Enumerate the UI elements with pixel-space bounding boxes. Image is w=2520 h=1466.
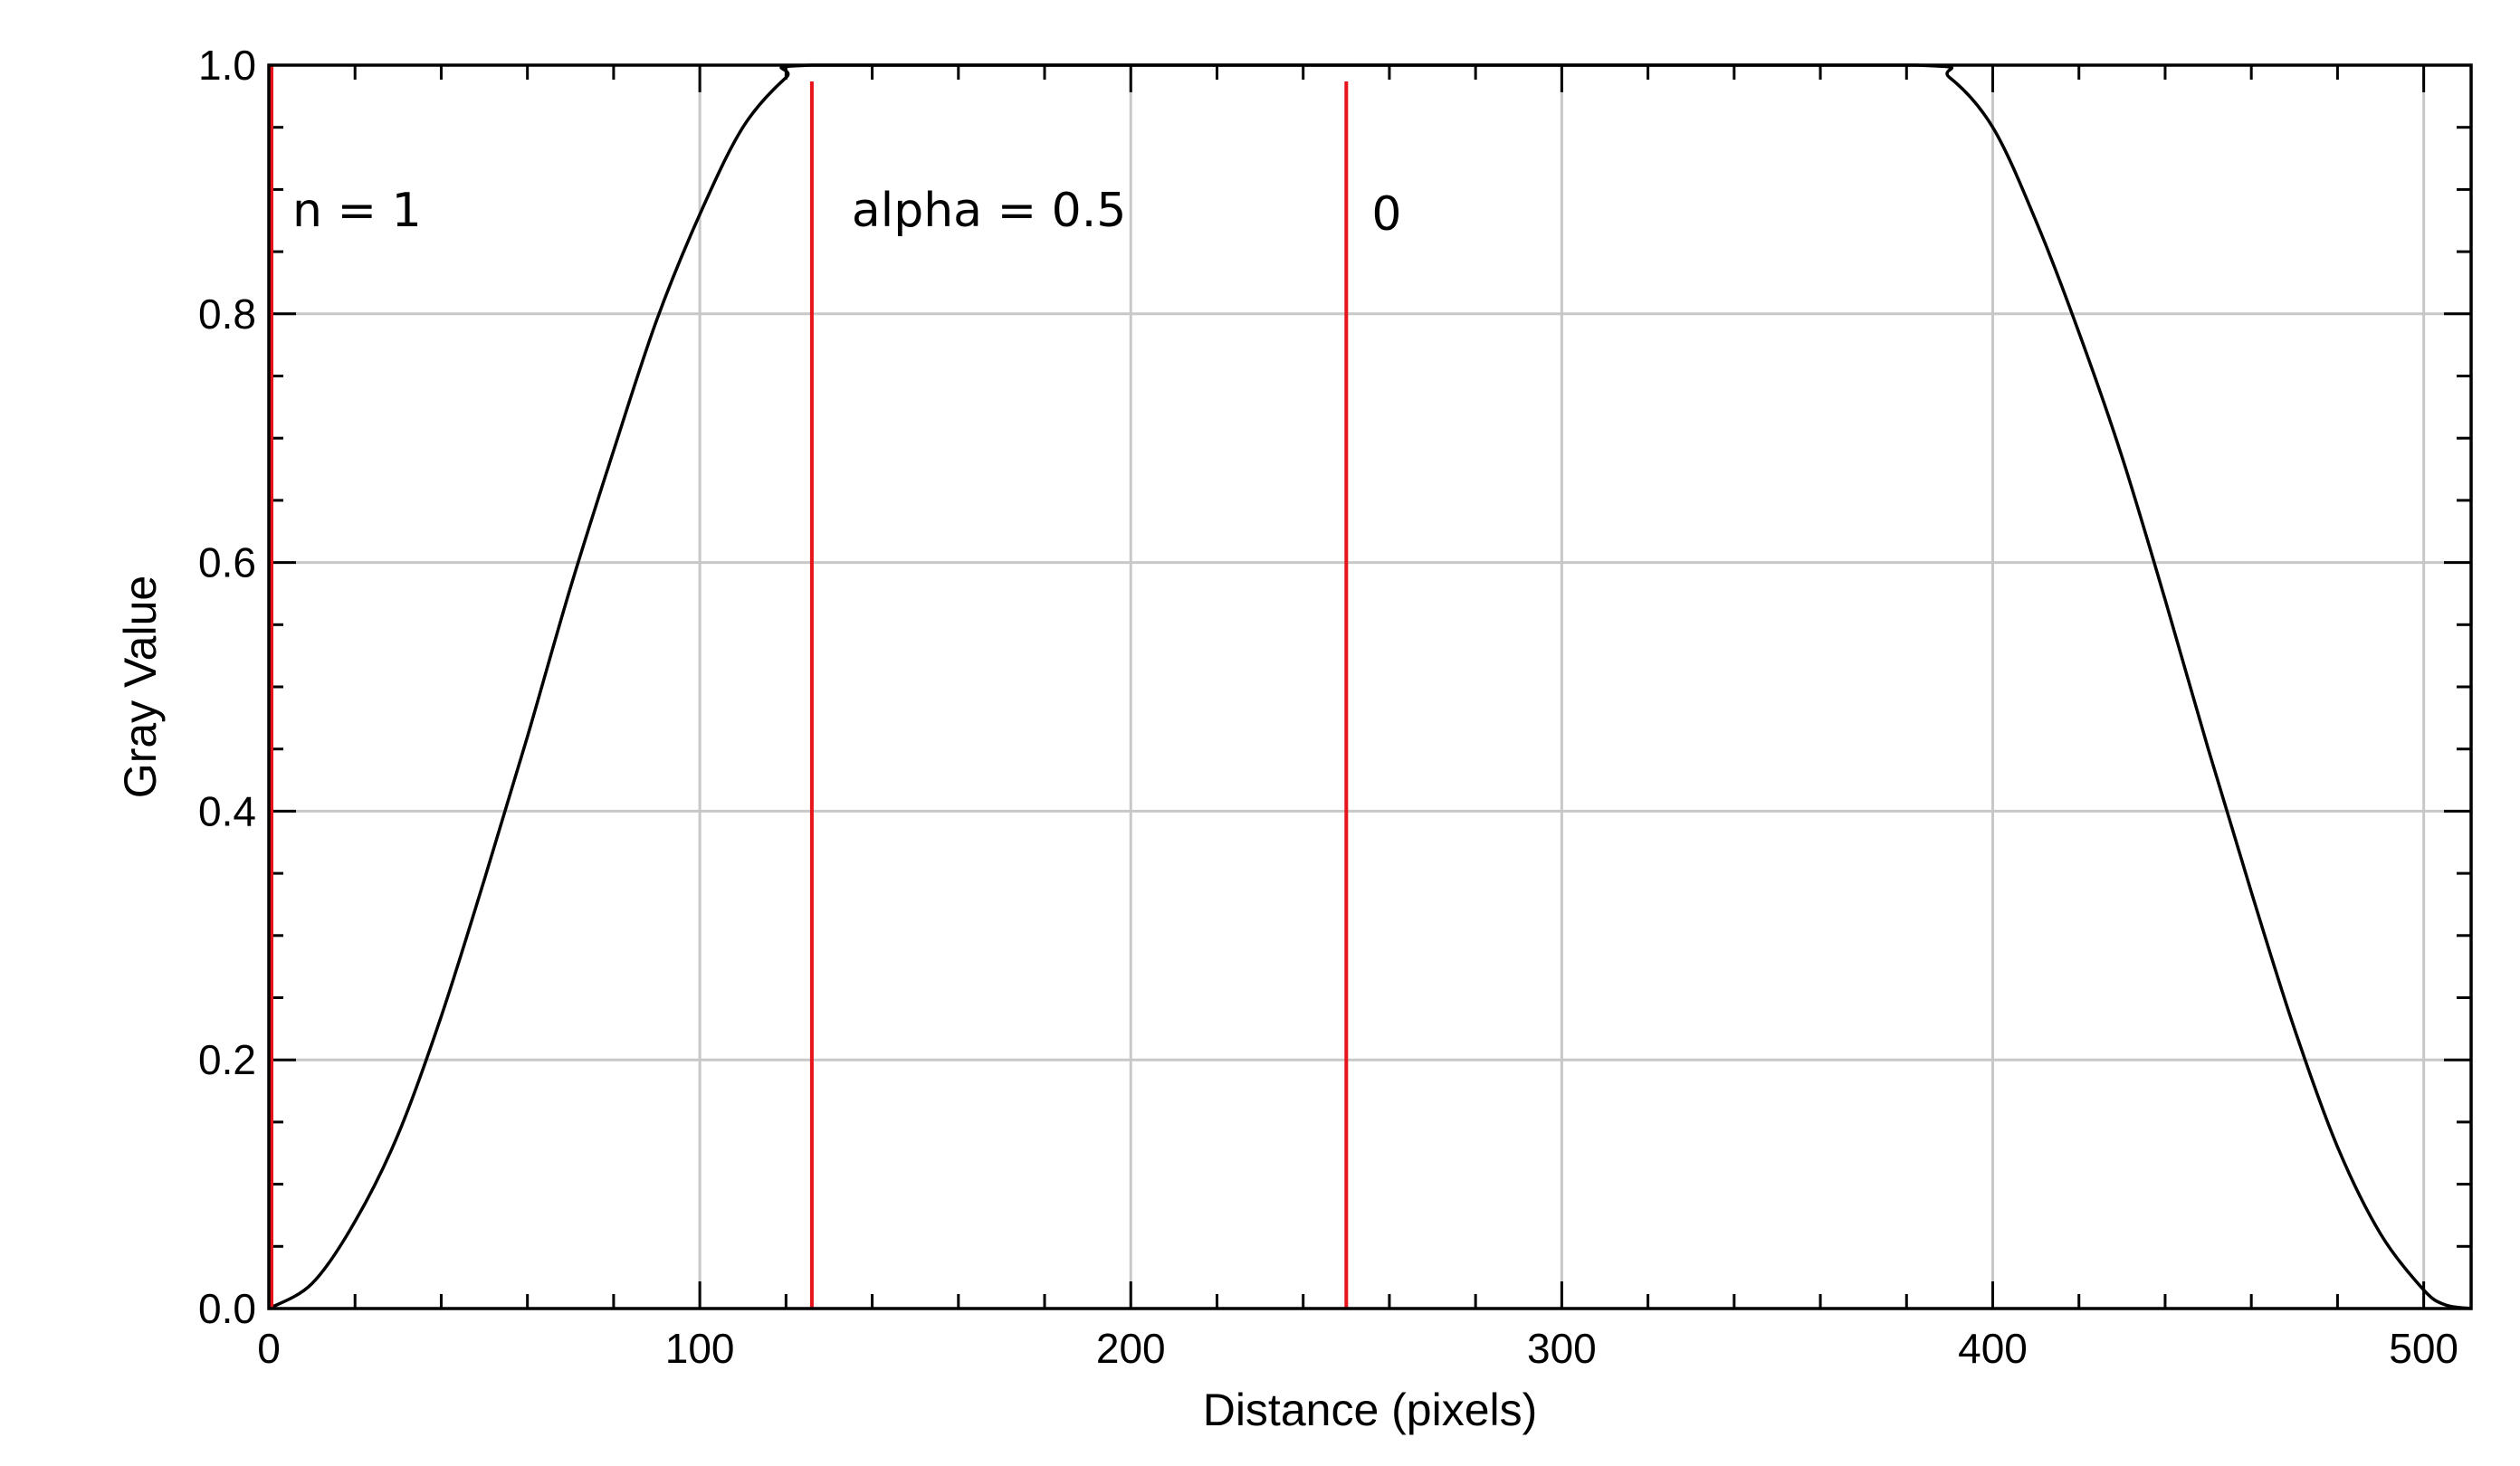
marker-label-0: n = 1 xyxy=(292,184,422,238)
x-tick-label-2: 200 xyxy=(1096,1325,1166,1372)
series-layer xyxy=(268,63,2472,1310)
marker-layer xyxy=(268,65,1349,1309)
y-tick-label-3: 0.6 xyxy=(198,539,256,586)
y-axis-title: Gray Value xyxy=(115,576,166,798)
y-tick-label-0: 0.0 xyxy=(198,1285,256,1332)
y-tick-label-5: 1.0 xyxy=(198,42,256,89)
gray-value-curve-0 xyxy=(268,63,2472,1310)
label-layer: 0 100 200 300 400 500 0.0 0.2 0.4 0.6 0.8 1.0 n = 1 a… xyxy=(198,42,2458,1372)
x-tick-label-5: 500 xyxy=(2389,1325,2458,1372)
marker-label-2: 0 xyxy=(1371,187,1401,242)
y-tick-label-2: 0.4 xyxy=(198,787,256,834)
x-axis-title: Distance (pixels) xyxy=(1203,1385,1538,1435)
x-tick-label-3: 300 xyxy=(1527,1325,1597,1372)
x-tick-label-4: 400 xyxy=(1958,1325,2028,1372)
grid-layer xyxy=(267,63,2471,1310)
plot-frame xyxy=(267,63,2473,1310)
x-tick-label-0: 0 xyxy=(257,1325,281,1372)
marker-label-1: alpha = 0.5 xyxy=(852,184,1126,238)
x-tick-label-1: 100 xyxy=(665,1325,735,1372)
y-tick-label-1: 0.2 xyxy=(198,1036,256,1083)
y-tick-label-4: 0.8 xyxy=(198,290,256,338)
tick-layer xyxy=(267,63,2471,1310)
